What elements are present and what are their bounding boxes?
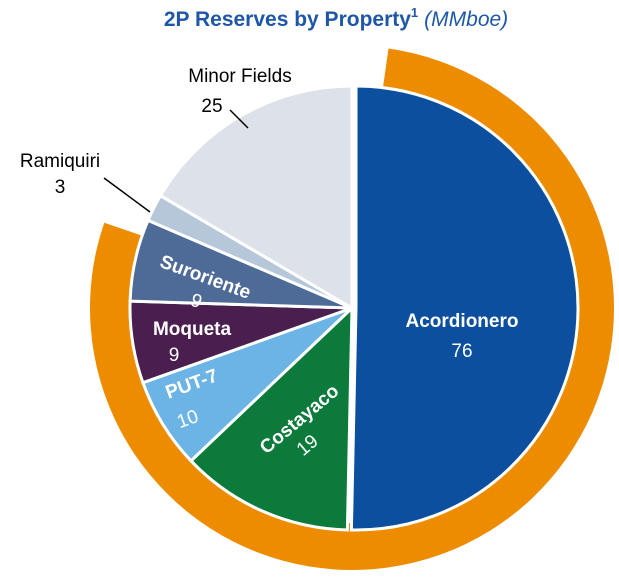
slice-label: Moqueta: [153, 319, 232, 340]
slice-label: Acordionero: [406, 311, 519, 332]
leader-line: [229, 109, 249, 129]
chart-title: 2P Reserves by Property: [164, 8, 411, 31]
slice-value: 76: [451, 341, 472, 362]
slice-value: 9: [169, 345, 180, 366]
slice-value: 25: [201, 96, 222, 117]
slice-value: 3: [55, 177, 66, 198]
pie-slice: [188, 304, 354, 532]
pie: [128, 84, 580, 532]
leader-line: [103, 177, 151, 213]
pie-slice: [349, 84, 580, 532]
slice-label: Minor Fields: [188, 66, 291, 87]
slice-label: Ramiquiri: [20, 151, 100, 172]
chart-subtitle: (MMboe): [424, 8, 508, 31]
chart-title-group: 2P Reserves by Property1 (MMboe): [164, 5, 508, 30]
pie-slice: [158, 84, 354, 311]
title-superscript: 1: [411, 5, 418, 20]
